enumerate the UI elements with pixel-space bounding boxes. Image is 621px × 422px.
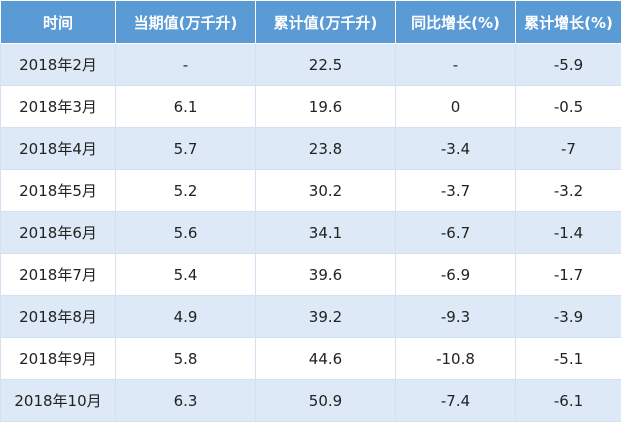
table-cell: 5.8 [116, 338, 256, 380]
table-cell: 5.7 [116, 128, 256, 170]
table-cell: 22.5 [256, 44, 396, 86]
table-cell: -1.7 [516, 254, 621, 296]
table-cell: 19.6 [256, 86, 396, 128]
table-cell: 6.3 [116, 380, 256, 422]
table-cell: - [396, 44, 516, 86]
table-cell: 5.4 [116, 254, 256, 296]
header-cell: 当期值(万千升) [116, 1, 256, 44]
table-cell: 2018年3月 [1, 86, 116, 128]
table-cell: 2018年10月 [1, 380, 116, 422]
table-row: 2018年2月-22.5--5.9 [1, 44, 621, 86]
table-cell: 44.6 [256, 338, 396, 380]
table-cell: 2018年4月 [1, 128, 116, 170]
table-cell: 2018年2月 [1, 44, 116, 86]
header-cell: 累计增长(%) [516, 1, 621, 44]
table-cell: -3.7 [396, 170, 516, 212]
header-row: 时间当期值(万千升)累计值(万千升)同比增长(%)累计增长(%) [1, 1, 621, 44]
table-cell: -7.4 [396, 380, 516, 422]
table-cell: 39.2 [256, 296, 396, 338]
table-cell: 2018年6月 [1, 212, 116, 254]
table-cell: -5.1 [516, 338, 621, 380]
table-cell: -0.5 [516, 86, 621, 128]
table-cell: 23.8 [256, 128, 396, 170]
table-cell: -1.4 [516, 212, 621, 254]
table-cell: -3.2 [516, 170, 621, 212]
table-cell: 2018年5月 [1, 170, 116, 212]
table-cell: -6.1 [516, 380, 621, 422]
page: {"table": { "headers": ["时间", "当期值(万千升)"… [0, 0, 621, 410]
header-cell: 累计值(万千升) [256, 1, 396, 44]
table-cell: - [116, 44, 256, 86]
table-cell: 4.9 [116, 296, 256, 338]
table-cell: -3.4 [396, 128, 516, 170]
table-cell: 5.2 [116, 170, 256, 212]
table-cell: -6.7 [396, 212, 516, 254]
table-cell: 34.1 [256, 212, 396, 254]
table-cell: -10.8 [396, 338, 516, 380]
table-cell: -7 [516, 128, 621, 170]
table-cell: 6.1 [116, 86, 256, 128]
header-cell: 时间 [1, 1, 116, 44]
table-cell: 39.6 [256, 254, 396, 296]
table-cell: 50.9 [256, 380, 396, 422]
header-cell: 同比增长(%) [396, 1, 516, 44]
table-cell: -5.9 [516, 44, 621, 86]
table-cell: 2018年7月 [1, 254, 116, 296]
table-cell: -6.9 [396, 254, 516, 296]
table-cell: 2018年9月 [1, 338, 116, 380]
table-cell: -9.3 [396, 296, 516, 338]
table-cell: 30.2 [256, 170, 396, 212]
table-cell: 0 [396, 86, 516, 128]
table-cell: -3.9 [516, 296, 621, 338]
table-cell: 5.6 [116, 212, 256, 254]
table-cell: 2018年8月 [1, 296, 116, 338]
